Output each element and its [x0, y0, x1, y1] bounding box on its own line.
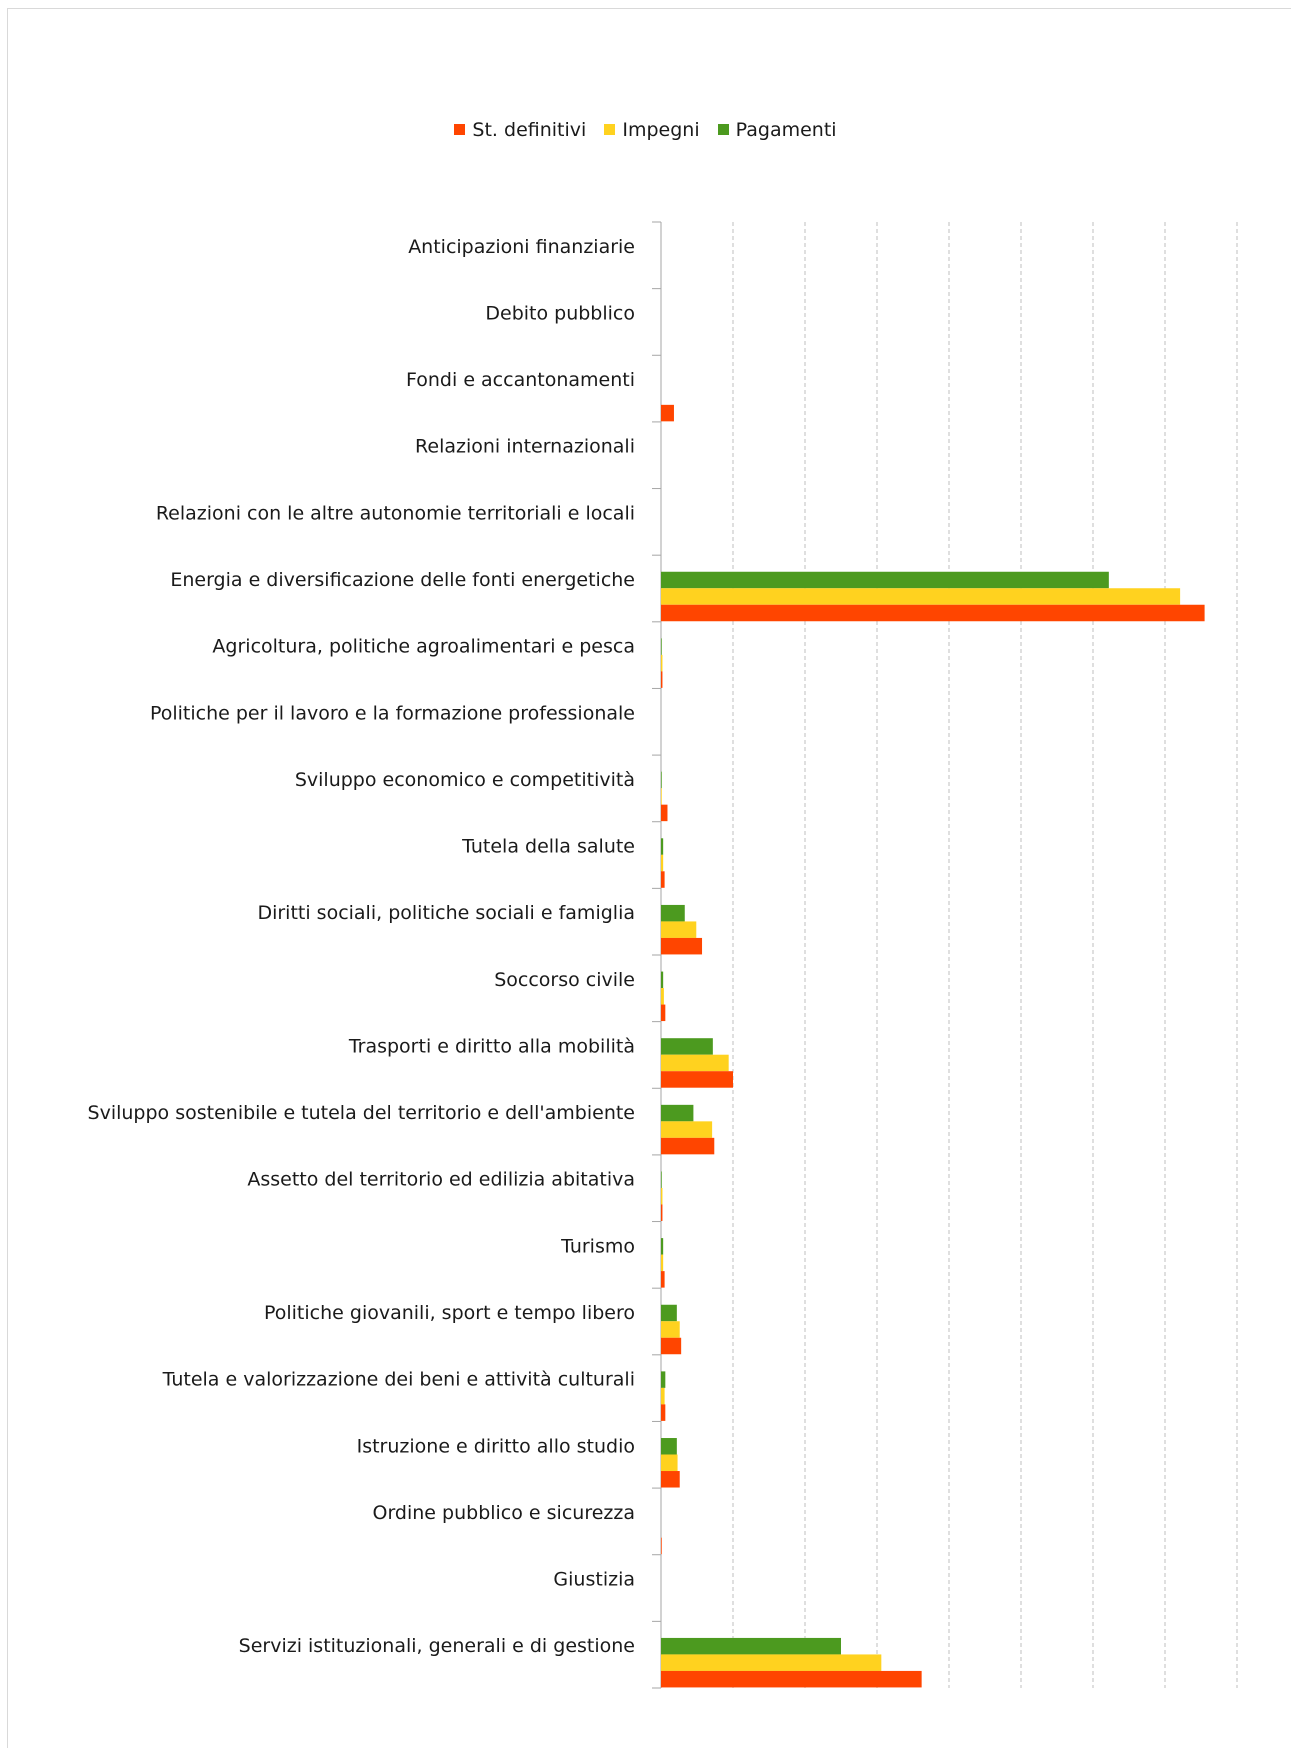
category-label: Tutela della salute	[461, 836, 635, 858]
category-label: Servizi istituzionali, generali e di ges…	[239, 1635, 635, 1657]
bar-impegni	[661, 921, 697, 938]
bar-impegni	[661, 788, 662, 805]
bar-st-definitivi	[661, 1537, 662, 1555]
category-label: Ordine pubblico e sicurezza	[372, 1502, 635, 1524]
bar-impegni	[661, 1254, 664, 1272]
bar-st-definitivi	[661, 1204, 663, 1221]
bar-st-definitivi	[661, 404, 674, 422]
bar-impegni	[661, 588, 1181, 605]
bar-pagamenti	[661, 1371, 666, 1388]
bar-pagamenti	[661, 971, 664, 989]
bar-pagamenti	[661, 1438, 677, 1455]
chart-frame	[7, 8, 1291, 1748]
bar-impegni	[661, 1454, 678, 1472]
category-label: Istruzione e diritto allo studio	[357, 1435, 635, 1457]
bar-st-definitivi	[661, 1404, 666, 1421]
legend-item-impegni: Impegni	[604, 118, 700, 141]
category-label: Assetto del territorio ed edilizia abita…	[247, 1169, 635, 1191]
category-label: Relazioni internazionali	[415, 436, 635, 458]
category-label: Trasporti e diritto alla mobilità	[348, 1035, 635, 1057]
bar-pagamenti	[661, 1104, 694, 1122]
legend-item-pagamenti: Pagamenti	[717, 118, 837, 141]
bar-st-definitivi	[661, 1471, 680, 1488]
bar-st-definitivi	[661, 1670, 922, 1688]
bar-impegni	[661, 988, 664, 1005]
bar-pagamenti	[661, 1304, 677, 1322]
category-label: Turismo	[560, 1235, 635, 1257]
bar-impegni	[661, 854, 664, 872]
chart-legend: St. definitivi Impegni Pagamenti	[0, 118, 1291, 141]
bar-st-definitivi	[661, 871, 665, 888]
legend-label-impegni: Impegni	[622, 118, 700, 141]
legend-swatch-st-definitivi	[454, 124, 466, 135]
legend-swatch-pagamenti	[717, 124, 729, 135]
bar-pagamenti	[661, 771, 662, 789]
bar-pagamenti	[661, 571, 1109, 589]
category-label: Giustizia	[553, 1569, 635, 1591]
bar-impegni	[661, 1121, 713, 1138]
bar-pagamenti	[661, 1637, 841, 1655]
legend-swatch-impegni	[604, 124, 616, 135]
bar-st-definitivi	[661, 1137, 715, 1155]
bar-st-definitivi	[661, 671, 663, 688]
bar-pagamenti	[661, 1238, 664, 1255]
category-label: Tutela e valorizzazione dei beni e attiv…	[162, 1369, 635, 1391]
bar-pagamenti	[661, 838, 664, 855]
category-label: Sviluppo sostenibile e tutela del territ…	[88, 1102, 635, 1124]
category-label: Soccorso civile	[494, 969, 635, 991]
category-label: Debito pubblico	[485, 302, 635, 324]
category-label: Relazioni con le altre autonomie territo…	[156, 502, 635, 524]
bar-impegni	[661, 1321, 680, 1338]
category-label: Sviluppo economico e competitività	[295, 769, 635, 791]
category-label: Politiche giovanili, sport e tempo liber…	[264, 1302, 635, 1324]
bar-st-definitivi	[661, 604, 1205, 622]
bar-impegni	[661, 1654, 882, 1671]
bar-pagamenti	[661, 1038, 713, 1055]
category-label: Fondi e accantonamenti	[406, 369, 635, 391]
bar-impegni	[661, 654, 663, 672]
bar-st-definitivi	[661, 1004, 666, 1022]
legend-label-pagamenti: Pagamenti	[735, 118, 837, 141]
bar-st-definitivi	[661, 1337, 682, 1355]
category-label: Agricoltura, politiche agroalimentari e …	[212, 636, 635, 658]
bar-st-definitivi	[661, 1071, 733, 1088]
category-label: Diritti sociali, politiche sociali e fam…	[257, 902, 635, 924]
bar-pagamenti	[661, 904, 685, 922]
bar-st-definitivi	[661, 937, 703, 955]
bar-st-definitivi	[661, 1271, 665, 1288]
bar-pagamenti	[661, 1171, 662, 1188]
legend-item-st-definitivi: St. definitivi	[454, 119, 586, 141]
category-label: Energia e diversificazione delle fonti e…	[170, 569, 635, 591]
bar-st-definitivi	[661, 804, 668, 822]
bar-impegni	[661, 1387, 665, 1405]
bar-impegni	[661, 1187, 663, 1205]
category-label: Anticipazioni finanziarie	[408, 236, 635, 258]
bar-impegni	[661, 1054, 729, 1072]
bar-pagamenti	[661, 638, 662, 655]
category-label: Politiche per il lavoro e la formazione …	[150, 702, 635, 724]
legend-label-st-definitivi: St. definitivi	[472, 118, 587, 141]
